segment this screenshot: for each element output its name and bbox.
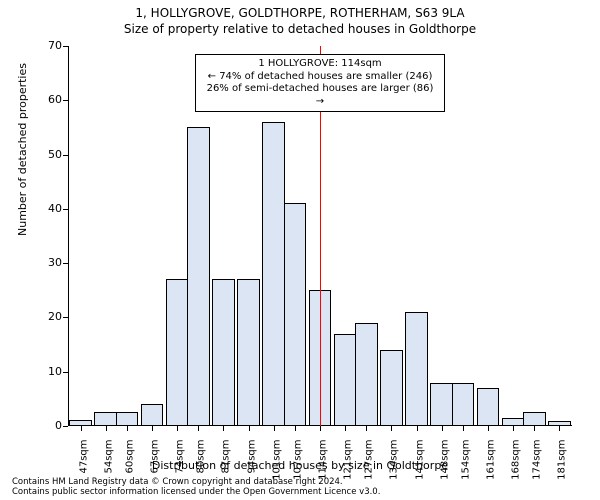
x-axis-label: Distribution of detached houses by size … xyxy=(0,459,600,472)
bar xyxy=(94,412,117,426)
x-tick-line xyxy=(223,426,224,431)
bar xyxy=(116,412,139,426)
y-tick-label: 0 xyxy=(34,419,62,432)
annotation-line3: 26% of semi-detached houses are larger (… xyxy=(202,83,438,108)
y-tick-line xyxy=(63,317,68,318)
y-axis-label: Number of detached properties xyxy=(16,63,29,236)
bar xyxy=(405,312,428,426)
bar xyxy=(212,279,235,426)
x-tick-line xyxy=(152,426,153,431)
x-tick-line xyxy=(442,426,443,431)
x-tick-line xyxy=(274,426,275,431)
bar xyxy=(380,350,403,426)
bar xyxy=(355,323,378,426)
bar xyxy=(523,412,546,426)
annotation-box: 1 HOLLYGROVE: 114sqm ← 74% of detached h… xyxy=(195,54,445,112)
bar xyxy=(334,334,357,426)
bar xyxy=(430,383,453,426)
x-tick-line xyxy=(463,426,464,431)
chart-container: 1, HOLLYGROVE, GOLDTHORPE, ROTHERHAM, S6… xyxy=(0,0,600,500)
x-tick-line xyxy=(417,426,418,431)
y-tick-line xyxy=(63,155,68,156)
x-tick-line xyxy=(127,426,128,431)
x-tick-line xyxy=(249,426,250,431)
bar xyxy=(141,404,164,426)
x-tick-line xyxy=(534,426,535,431)
bar xyxy=(187,127,210,426)
x-tick-line xyxy=(81,426,82,431)
x-tick-line xyxy=(366,426,367,431)
plot-area: 1 HOLLYGROVE: 114sqm ← 74% of detached h… xyxy=(68,46,572,426)
bar xyxy=(502,418,525,426)
y-tick-label: 50 xyxy=(34,148,62,161)
x-tick-line xyxy=(295,426,296,431)
x-tick-line xyxy=(320,426,321,431)
y-tick-label: 70 xyxy=(34,39,62,52)
bar xyxy=(262,122,285,426)
attribution-line2: Contains public sector information licen… xyxy=(12,488,380,498)
y-tick-line xyxy=(63,263,68,264)
bar xyxy=(284,203,307,426)
x-tick-line xyxy=(559,426,560,431)
y-tick-line xyxy=(63,46,68,47)
x-tick-line xyxy=(391,426,392,431)
x-tick-line xyxy=(106,426,107,431)
y-tick-label: 30 xyxy=(34,256,62,269)
y-tick-label: 20 xyxy=(34,310,62,323)
bar xyxy=(477,388,500,426)
x-tick-line xyxy=(177,426,178,431)
attribution-text: Contains HM Land Registry data © Crown c… xyxy=(12,478,380,498)
chart-title-line2: Size of property relative to detached ho… xyxy=(0,22,600,36)
x-tick-line xyxy=(488,426,489,431)
y-tick-label: 40 xyxy=(34,202,62,215)
bar xyxy=(237,279,260,426)
x-tick-line xyxy=(198,426,199,431)
bar xyxy=(452,383,475,426)
y-tick-line xyxy=(63,372,68,373)
y-tick-line xyxy=(63,100,68,101)
x-tick-line xyxy=(513,426,514,431)
annotation-line2: ← 74% of detached houses are smaller (24… xyxy=(202,71,438,84)
annotation-line1: 1 HOLLYGROVE: 114sqm xyxy=(202,58,438,71)
y-tick-line xyxy=(63,426,68,427)
chart-title-line1: 1, HOLLYGROVE, GOLDTHORPE, ROTHERHAM, S6… xyxy=(0,6,600,20)
y-tick-line xyxy=(63,209,68,210)
x-tick-line xyxy=(345,426,346,431)
y-tick-label: 60 xyxy=(34,93,62,106)
y-tick-label: 10 xyxy=(34,365,62,378)
bar xyxy=(166,279,189,426)
